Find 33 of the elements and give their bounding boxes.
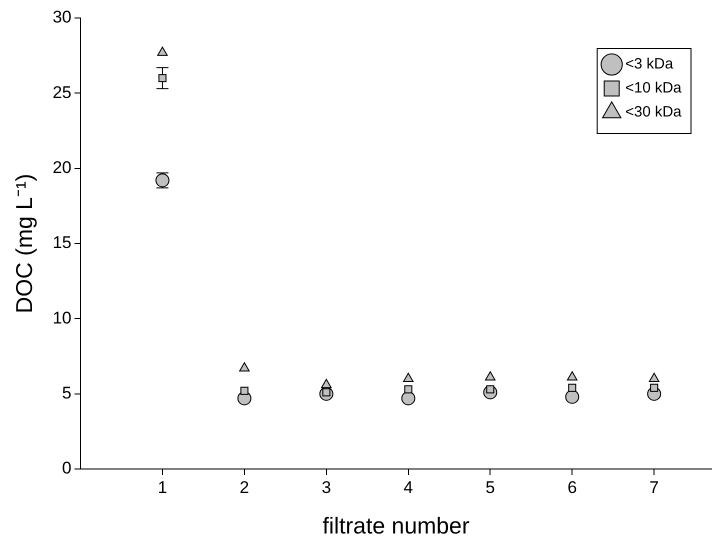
point — [565, 390, 580, 404]
y-tick-label: 15 — [52, 233, 72, 252]
point — [648, 372, 660, 382]
legend-label: <3 kDa — [625, 56, 674, 73]
y-axis-title: DOC (mg L⁻¹) — [11, 174, 38, 314]
x-tick-label: 6 — [567, 478, 577, 497]
point — [158, 74, 166, 82]
y-tick-label: 10 — [52, 308, 72, 328]
y-tick-label: 25 — [52, 82, 72, 102]
x-axis-title: filtrate number — [322, 512, 470, 539]
point — [157, 46, 168, 56]
point — [401, 391, 416, 406]
x-tick-label: 2 — [240, 478, 250, 497]
y-tick-label: 5 — [62, 384, 72, 403]
y-tick-label: 0 — [62, 458, 72, 478]
x-tick-label: 3 — [322, 478, 332, 497]
point — [404, 385, 412, 394]
point — [484, 371, 496, 381]
point — [240, 386, 248, 395]
x-tick-label: 1 — [158, 478, 168, 497]
point — [566, 371, 578, 381]
legend-label: <10 kDa — [625, 80, 682, 97]
point — [321, 378, 332, 388]
legend-label: <30 kDa — [625, 104, 682, 121]
point — [650, 384, 658, 392]
y-tick-label: 20 — [52, 158, 72, 178]
point — [568, 384, 576, 392]
point — [239, 362, 250, 372]
y-tick-label: 30 — [52, 8, 72, 27]
x-tick-label: 7 — [649, 478, 659, 497]
x-tick-label: 5 — [486, 478, 495, 497]
point — [403, 372, 414, 382]
x-tick-label: 4 — [404, 478, 414, 497]
